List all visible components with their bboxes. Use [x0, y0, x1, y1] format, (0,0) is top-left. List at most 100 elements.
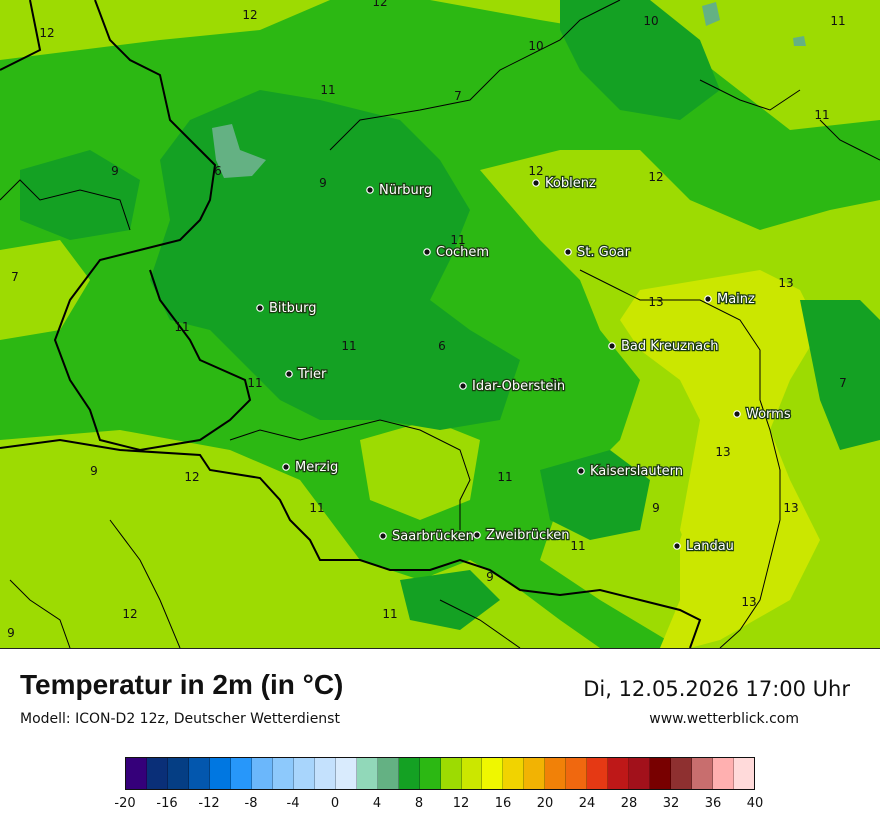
cool-zone-westerwald [560, 0, 720, 120]
color-scale-segment [188, 758, 210, 789]
color-scale-segment [293, 758, 315, 789]
city-dot [733, 410, 741, 418]
color-scale-segment [356, 758, 378, 789]
cold-patch-north [702, 2, 720, 26]
city-label: Landau [686, 539, 734, 554]
map-title: Temperatur in 2m (in °C) [20, 669, 344, 700]
temperature-value-label: 11 [247, 376, 262, 390]
city-label: Idar-Oberstein [472, 379, 565, 394]
city-dot [282, 463, 290, 471]
temperature-value-label: 11 [341, 339, 356, 353]
cold-patch-hohe-acht [212, 124, 266, 178]
color-scale-tick-label: 16 [494, 796, 512, 811]
color-scale-segment [419, 758, 441, 789]
city-marker: Koblenz [532, 175, 597, 192]
map-footer: Temperatur in 2m (in °C) Modell: ICON-D2… [0, 649, 880, 830]
color-scale-segment [251, 758, 273, 789]
temperature-value-label: 11 [320, 83, 335, 97]
city-dot [285, 370, 293, 378]
temperature-value-label: 11 [450, 233, 465, 247]
color-scale-tick-label: -16 [156, 796, 178, 811]
city-marker: Idar-Oberstein [459, 378, 566, 395]
city-marker: Zweibrücken [473, 527, 571, 544]
temperature-value-label: 12 [648, 170, 663, 184]
color-scale-segment [209, 758, 231, 789]
color-scale-segment [272, 758, 294, 789]
temperature-value-label: 12 [184, 470, 199, 484]
temperature-value-label: 7 [454, 89, 462, 103]
color-scale-segment [230, 758, 252, 789]
temperature-value-label: 9 [111, 164, 119, 178]
city-dot [577, 467, 585, 475]
temperature-map-canvas: 12 12 12 10 11 10 11 7 11 9 6 9 12 12 11 7 13 13 11 11 6 11 11… [0, 0, 880, 648]
city-marker: Nürburg [366, 182, 433, 199]
color-scale-tick-label: 36 [704, 796, 722, 811]
city-label: Trier [297, 367, 327, 382]
city-marker: St. Goar [564, 244, 632, 261]
city-label: Zweibrücken [486, 528, 569, 543]
city-dot [256, 304, 264, 312]
city-label: Koblenz [545, 176, 596, 191]
temperature-value-label: 11 [549, 376, 564, 390]
color-scale-tick-label: 4 [372, 796, 382, 811]
city-markers: Nürburg Koblenz Cochem St. Goar Mainz Bitburg… [256, 175, 792, 555]
color-scale-tick-label: -20 [114, 796, 136, 811]
city-dot [366, 186, 374, 194]
temperature-value-label: 11 [382, 607, 397, 621]
cool-zone-ardennes [20, 150, 140, 240]
cool-zone-east-edge [800, 300, 880, 450]
temperature-value-label: 9 [652, 501, 660, 515]
cool-zone-south [400, 570, 500, 630]
cold-patch-northeast [793, 36, 806, 46]
city-label: Mainz [717, 292, 755, 307]
color-scale-segment [566, 758, 588, 789]
city-marker: Saarbrücken [379, 528, 475, 545]
color-scale-tick-label: 12 [452, 796, 470, 811]
city-marker: Bitburg [256, 300, 318, 317]
temperature-value-label: 13 [741, 595, 756, 609]
city-dot [532, 179, 540, 187]
color-scale-segment [461, 758, 483, 789]
city-marker: Bad Kreuznach [608, 338, 720, 355]
temperature-value-labels: 12 12 12 10 11 10 11 7 11 9 6 9 12 12 11 7 13 13 11 11 6 11 11… [7, 0, 847, 640]
forecast-datetime: Di, 12.05.2026 17:00 Uhr [583, 677, 850, 701]
temperature-value-label: 7 [839, 376, 847, 390]
color-scale-segment [398, 758, 420, 789]
temperature-value-label: 12 [372, 0, 387, 9]
temperature-value-label: 9 [7, 626, 15, 640]
website-credit: www.wetterblick.com [649, 711, 799, 727]
cool-zone-pfaelzerwald [540, 450, 650, 540]
state-borders [0, 0, 880, 648]
color-scale-tick-label: 28 [620, 796, 638, 811]
color-scale-segment [126, 758, 147, 789]
city-dot [379, 532, 387, 540]
color-scale-segment [482, 758, 504, 789]
city-marker: Trier [285, 366, 328, 383]
weather-map: 12 12 12 10 11 10 11 7 11 9 6 9 12 12 11 7 13 13 11 11 6 11 11… [0, 0, 880, 649]
color-scale-segment [629, 758, 651, 789]
color-scale-segment [440, 758, 462, 789]
color-scale-segment [692, 758, 714, 789]
city-label: Bitburg [269, 301, 317, 316]
city-label: Saarbrücken [392, 529, 474, 544]
color-scale-tick-label: 0 [330, 796, 340, 811]
city-dot [423, 248, 431, 256]
temperature-value-label: 11 [570, 539, 585, 553]
temperature-value-label: 12 [528, 164, 543, 178]
temperature-value-label: 10 [643, 14, 658, 28]
city-dot [704, 295, 712, 303]
color-scale-segment [587, 758, 609, 789]
warm-patch-west [0, 240, 90, 340]
color-scale-segment [314, 758, 336, 789]
color-scale-segment [713, 758, 735, 789]
city-marker: Merzig [282, 459, 339, 476]
color-scale-tick-label: 32 [662, 796, 680, 811]
hot-zone-landau [680, 420, 780, 580]
color-scale-tick-label: 8 [414, 796, 424, 811]
temperature-value-label: 13 [715, 445, 730, 459]
temperature-value-label: 9 [90, 464, 98, 478]
city-dot [673, 542, 681, 550]
color-scale-segment [146, 758, 168, 789]
temperature-color-scale [125, 757, 755, 790]
temperature-value-label: 12 [39, 26, 54, 40]
